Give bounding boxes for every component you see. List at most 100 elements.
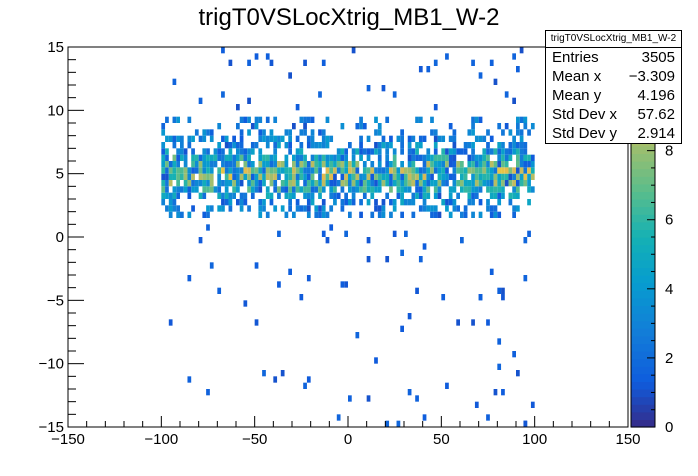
stats-label: Mean x [552, 68, 602, 85]
heatmap-cell [396, 186, 401, 193]
heatmap-cell [519, 154, 524, 161]
heatmap-cell [392, 230, 397, 237]
heatmap-cell [418, 205, 423, 212]
heatmap-cell [377, 161, 382, 168]
heatmap-cell [273, 180, 278, 187]
heatmap-cell [247, 148, 251, 155]
heatmap-cell [437, 211, 442, 218]
heatmap-cell [501, 173, 505, 180]
heatmap-cell [329, 161, 334, 168]
heatmap-cell [172, 116, 177, 123]
heatmap-cell [209, 167, 214, 174]
heatmap-cell [221, 161, 225, 168]
heatmap-cell [206, 161, 210, 168]
heatmap-cell [504, 148, 509, 155]
heatmap-cell [250, 186, 255, 193]
heatmap-cell [389, 167, 393, 174]
heatmap-cell [377, 142, 382, 149]
heatmap-cell [239, 129, 244, 136]
heatmap-cell [359, 211, 363, 218]
heatmap-cell [306, 180, 311, 187]
heatmap-cell [392, 167, 397, 174]
heatmap-cell [489, 135, 494, 142]
heatmap-cell [172, 161, 177, 168]
z-tick-label: 0 [665, 419, 673, 436]
heatmap-cell [460, 180, 464, 187]
heatmap-cell [236, 167, 240, 174]
heatmap-cell [366, 135, 371, 142]
heatmap-cell [172, 186, 177, 193]
heatmap-cell [202, 180, 207, 187]
heatmap-cell [370, 211, 375, 218]
heatmap-cell [433, 129, 438, 136]
heatmap-cell [527, 154, 531, 161]
heatmap-cell [437, 173, 442, 180]
heatmap-cell [355, 173, 360, 180]
heatmap-cell [262, 167, 266, 174]
heatmap-cell [426, 66, 431, 73]
heatmap-cell [161, 161, 166, 168]
heatmap-cell [165, 205, 169, 212]
heatmap-cell [471, 211, 475, 218]
heatmap-cell [236, 180, 240, 187]
heatmap-cell [486, 142, 490, 149]
heatmap-cell [415, 395, 419, 402]
heatmap-cell [258, 180, 263, 187]
heatmap-cell [232, 161, 236, 168]
heatmap-cell [310, 199, 315, 206]
heatmap-cell [176, 167, 180, 174]
heatmap-cell [191, 180, 195, 187]
heatmap-cell [277, 161, 281, 168]
heatmap-cell [303, 161, 307, 168]
heatmap-cell [456, 205, 460, 212]
heatmap-cell [306, 186, 311, 193]
heatmap-cell [411, 135, 416, 142]
heatmap-cell [303, 192, 307, 199]
heatmap-cell [340, 161, 345, 168]
heatmap-cell [232, 142, 236, 149]
heatmap-cell [168, 199, 173, 206]
heatmap-cell [366, 154, 371, 161]
heatmap-cell [497, 123, 502, 130]
heatmap-cell [377, 211, 382, 218]
heatmap-cell [295, 167, 300, 174]
heatmap-cell [351, 199, 356, 206]
heatmap-cell [504, 173, 509, 180]
heatmap-cell [265, 135, 270, 142]
heatmap-cell [422, 167, 427, 174]
heatmap-cell [523, 167, 528, 174]
heatmap-cell [377, 205, 382, 212]
heatmap-cell [530, 154, 535, 161]
heatmap-cell [183, 180, 188, 187]
heatmap-cell [172, 142, 177, 149]
heatmap-cell [224, 161, 229, 168]
heatmap-cell [295, 173, 300, 180]
heatmap-cell [299, 294, 304, 301]
heatmap-cell [430, 167, 434, 174]
heatmap-cell [329, 186, 334, 193]
heatmap-cell [209, 186, 214, 193]
heatmap-cell [497, 338, 502, 345]
heatmap-cell [194, 129, 199, 136]
heatmap-cell [318, 142, 322, 149]
heatmap-cell [288, 205, 292, 212]
heatmap-cell [310, 129, 315, 136]
heatmap-cell [471, 199, 475, 206]
heatmap-cell [303, 154, 307, 161]
heatmap-cell [493, 148, 498, 155]
heatmap-cell [277, 135, 281, 142]
heatmap-cell [474, 116, 479, 123]
heatmap-cell [351, 173, 356, 180]
heatmap-cell [306, 211, 311, 218]
heatmap-cell [176, 154, 180, 161]
heatmap-cell [407, 161, 412, 168]
heatmap-cell [168, 167, 173, 174]
heatmap-cell [486, 180, 490, 187]
heatmap-cell [348, 161, 352, 168]
heatmap-cell [460, 148, 464, 155]
heatmap-cell [232, 192, 236, 199]
heatmap-cell [433, 154, 438, 161]
heatmap-cell [482, 148, 487, 155]
palette-swatch [631, 381, 655, 390]
heatmap-cell [303, 186, 307, 193]
